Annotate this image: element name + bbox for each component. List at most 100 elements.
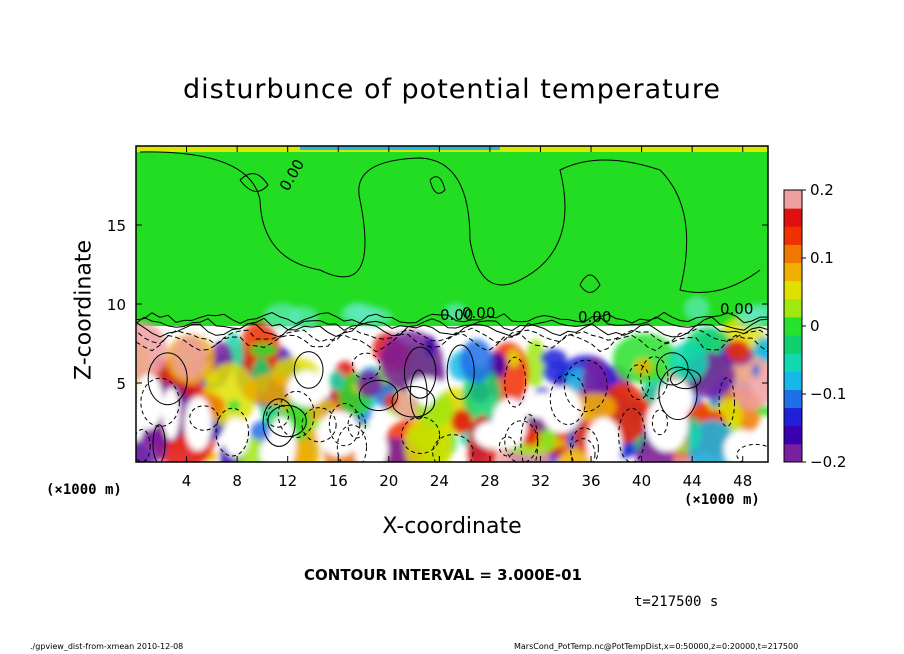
contour-line <box>336 424 368 462</box>
field-blob-white <box>162 387 180 440</box>
field-blob-white <box>223 418 249 458</box>
contour-label: 0.00 <box>578 308 611 326</box>
x-tick-label: 8 <box>232 472 242 490</box>
colorbar-swatch <box>784 407 802 427</box>
contour-line <box>498 436 516 457</box>
x-unit-right: (×1000 m) <box>684 492 760 508</box>
contour-line <box>351 352 381 380</box>
contour-line <box>432 434 474 462</box>
colorbar-tick-label: −0.1 <box>810 385 846 403</box>
x-tick-label: 4 <box>182 472 192 490</box>
contour-line <box>579 274 601 293</box>
x-axis-label: X-coordinate <box>382 514 522 539</box>
field-blob-white <box>586 417 622 462</box>
contour-label: 0.00 <box>440 306 473 324</box>
contour-line <box>718 377 736 428</box>
y-axis-label: Z-coordinate <box>71 240 97 380</box>
field-blob <box>542 362 572 384</box>
contour-line <box>136 332 768 353</box>
x-tick-label: 28 <box>480 472 499 490</box>
contour-line <box>136 311 768 325</box>
colorbar-swatch <box>784 208 802 227</box>
colorbar-swatch <box>784 316 802 336</box>
field-blob <box>384 393 398 409</box>
contour-line <box>328 403 361 447</box>
contour-line <box>651 409 668 436</box>
contour-line <box>640 356 669 400</box>
contour-lines <box>136 151 768 462</box>
upper-layer <box>136 146 768 326</box>
field-blob <box>243 373 303 406</box>
contour-label: 0.00 <box>462 304 495 322</box>
field-blob <box>574 392 617 422</box>
field-blob <box>136 321 168 381</box>
field-blob <box>554 438 567 449</box>
x-unit-left: (×1000 m) <box>46 482 122 498</box>
contour-line <box>139 151 761 293</box>
contour-line <box>301 407 337 443</box>
colorbar-swatch <box>784 190 802 209</box>
contour-line <box>136 429 151 462</box>
colorbar-tick-label: 0.2 <box>810 181 834 199</box>
x-tick-label: 16 <box>329 472 348 490</box>
contour-line <box>658 366 698 421</box>
colorbar-swatch <box>784 280 802 300</box>
x-tick-label: 36 <box>581 472 600 490</box>
contour-line <box>293 351 324 389</box>
contour-line <box>549 373 587 426</box>
contour-line <box>140 377 180 428</box>
contour-line <box>429 176 446 194</box>
contour-line <box>446 344 475 400</box>
plot-area <box>136 146 768 462</box>
contour-line <box>626 364 651 401</box>
contour-line <box>409 369 428 420</box>
colorbar-swatch <box>784 298 802 318</box>
time-label: t=217500 s <box>634 594 719 610</box>
field-blob-light <box>443 303 467 322</box>
field-blob-white <box>723 430 762 462</box>
x-tick-label: 32 <box>531 472 550 490</box>
field-blob <box>669 342 708 382</box>
x-tick-label: 12 <box>278 472 297 490</box>
contour-line <box>401 416 441 454</box>
y-tick-label: 15 <box>107 217 126 235</box>
colorbar-swatch <box>784 371 802 390</box>
field-blob <box>460 339 493 384</box>
turbulence-field <box>136 296 768 462</box>
contour-interval-text: CONTOUR INTERVAL = 3.000E-01 <box>304 566 582 584</box>
contour-line <box>239 173 269 192</box>
field-blob <box>686 417 701 450</box>
contour-line <box>136 316 768 332</box>
field-blob-white <box>473 421 514 449</box>
colorbar-tick-label: 0 <box>810 317 820 335</box>
field-blob <box>172 335 207 380</box>
field-blob-white <box>540 386 582 433</box>
x-tick-label: 44 <box>683 472 702 490</box>
contour-line <box>520 414 539 462</box>
chart-title: disturbunce of potential temperature <box>183 74 721 105</box>
colorbar-swatch <box>784 443 802 463</box>
field-blob-white <box>416 379 435 407</box>
field-blob <box>751 363 760 378</box>
contour-line <box>358 379 399 412</box>
field-blob-white <box>184 396 212 451</box>
contour-line <box>391 386 436 418</box>
colorbar-tick-label: −0.2 <box>810 453 846 471</box>
colorbar-swatch <box>784 353 802 372</box>
colorbar-swatch <box>784 335 802 354</box>
field-blob <box>508 349 520 367</box>
contour-line <box>656 352 689 386</box>
field-blob <box>329 370 345 391</box>
contour-line <box>215 407 250 457</box>
contour-line <box>563 359 608 412</box>
x-tick-label: 40 <box>632 472 651 490</box>
field-blob-light <box>683 296 710 321</box>
colorbar-swatch <box>784 226 802 245</box>
contour-label: 0.00 <box>720 300 753 318</box>
contour-line <box>136 327 768 346</box>
contour-line <box>570 438 596 462</box>
field-blob-light <box>738 309 768 330</box>
field-blob <box>612 333 677 384</box>
